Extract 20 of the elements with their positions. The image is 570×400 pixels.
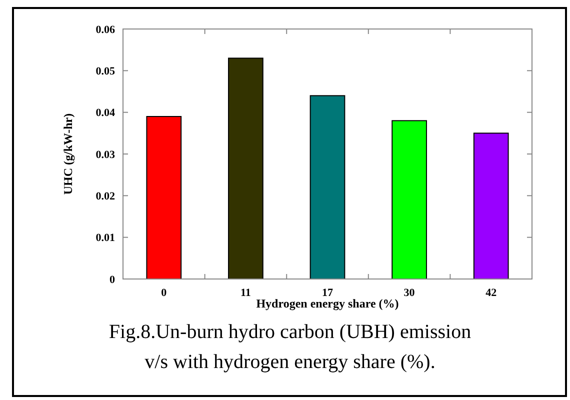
x-tick-label: 0 [161,287,168,299]
y-tick-label: 0.02 [96,190,116,203]
bar [228,58,264,280]
x-tick-label: 11 [240,287,251,299]
y-tick-label: 0 [110,274,116,286]
x-tick-label: 42 [486,287,498,299]
x-axis-title: Hydrogen energy share (%) [256,296,399,311]
bar [473,132,509,280]
caption: Fig.8.Un-burn hydro carbon (UBH) emission v/s with hydrogen energy share (%). [108,321,472,373]
bar [310,95,346,280]
x-tick-label: 17 [322,287,334,299]
y-tick-label: 0.06 [96,24,116,36]
bar [392,120,427,280]
y-tick-label: 0.05 [96,66,116,78]
bar [146,116,182,280]
y-tick-label: 0.03 [96,148,116,161]
y-tick-label: 0.01 [96,232,115,244]
y-axis-title: UHC (g/kW-hr) [61,113,75,195]
x-tick-label: 30 [404,287,416,299]
y-tick-label: 0.04 [96,107,116,120]
